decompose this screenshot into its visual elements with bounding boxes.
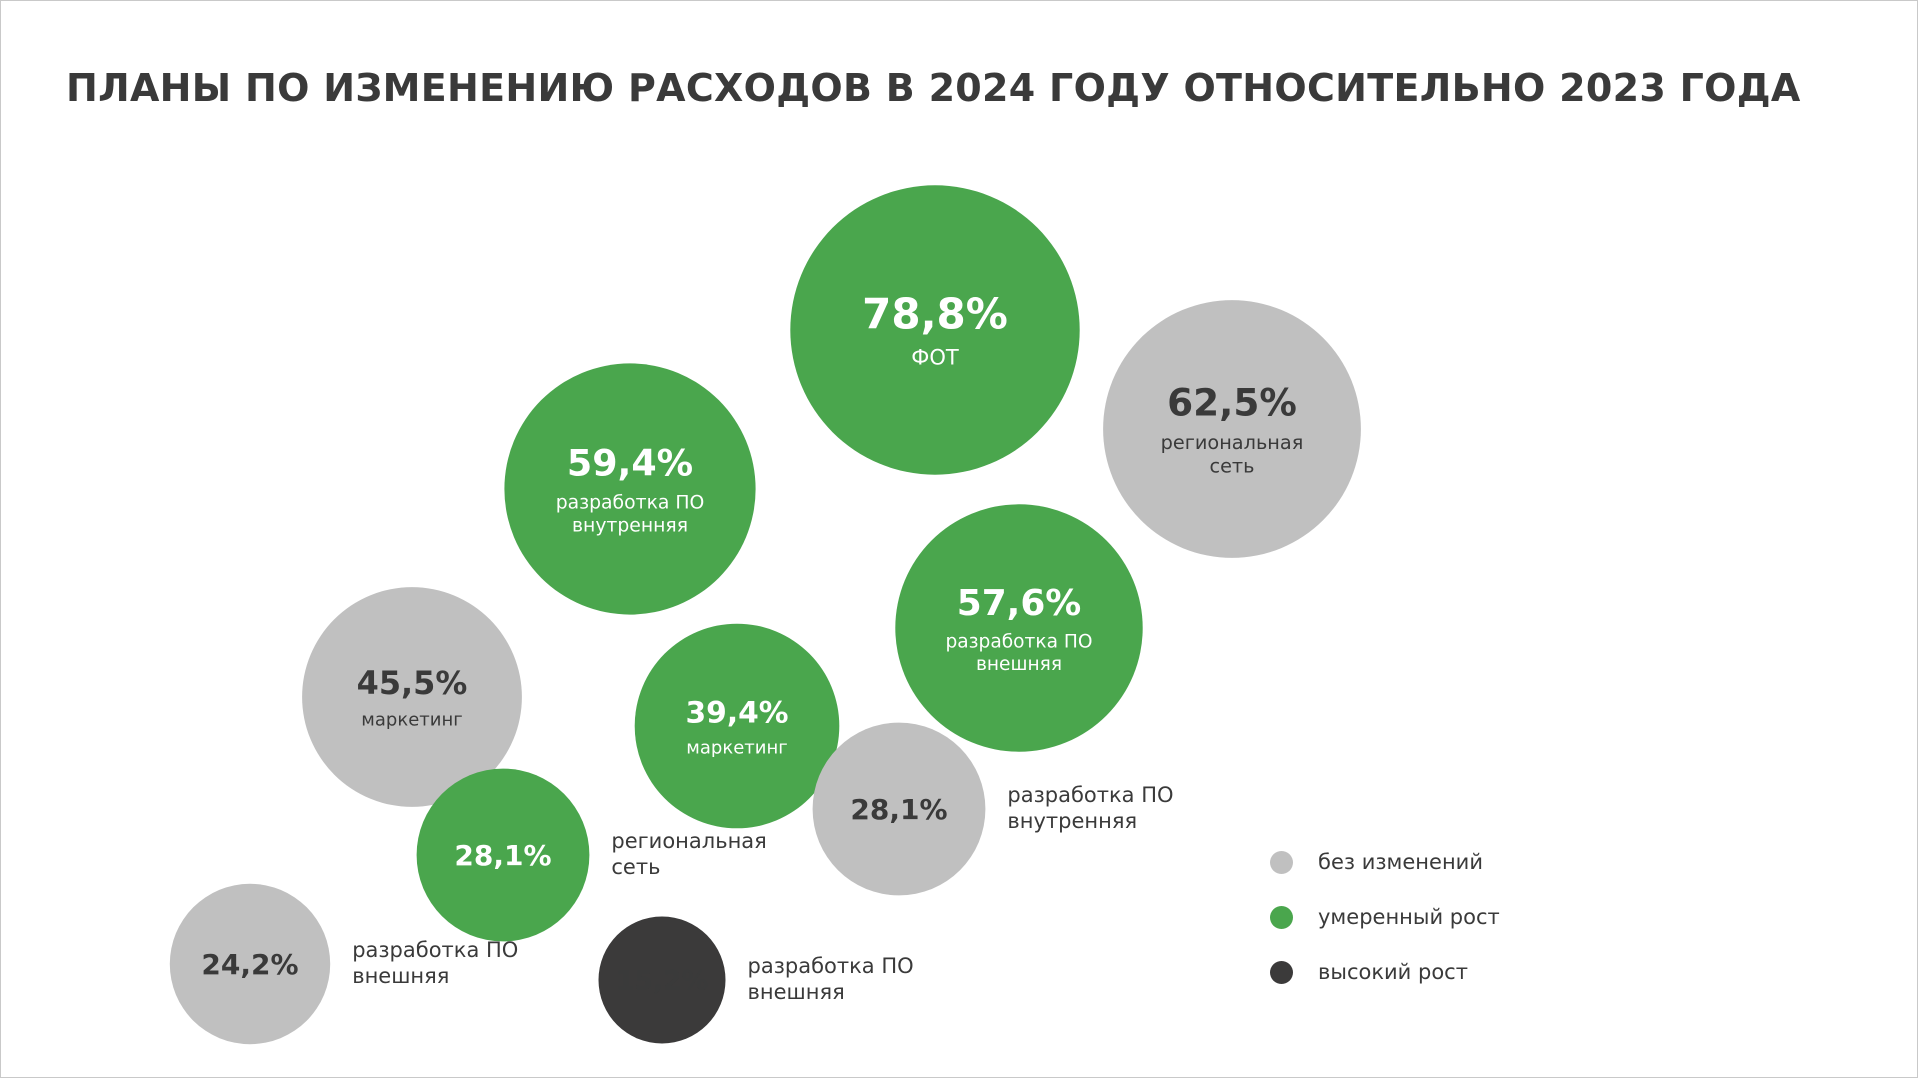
bubble [1103, 300, 1361, 558]
bubble-value-label: 78,8% [862, 290, 1008, 339]
bubble-category-label: разработка ПО [1007, 783, 1173, 807]
bubble-group: 78,8% ФОТ [790, 185, 1080, 475]
bubble [302, 587, 522, 807]
bubble-category-label: маркетинг [686, 737, 787, 758]
bubble [812, 722, 986, 896]
bubble-category-label: внешняя [976, 654, 1062, 675]
bubble-category-label: региональная [1161, 431, 1304, 454]
bubble-category-label: сеть [1209, 455, 1254, 478]
chart-title: ПЛАНЫ ПО ИЗМЕНЕНИЮ РАСХОДОВ В 2024 ГОДУ … [66, 66, 1801, 110]
legend-dot-icon [1270, 850, 1293, 874]
bubble [169, 883, 331, 1045]
bubble [634, 623, 840, 829]
bubble-value-label: 59,4% [567, 442, 693, 485]
bubble-category-label: ФОТ [911, 346, 959, 370]
legend-dot-icon [1270, 905, 1293, 929]
bubble-value-label: 39,4% [686, 696, 789, 731]
legend-item-high: высокий рост [1270, 956, 1500, 988]
bubble-value-label: 45,5% [357, 664, 468, 702]
bubble-category-label: разработка ПО [352, 938, 518, 962]
legend-dot-icon [1270, 960, 1293, 984]
bubble [598, 916, 726, 1044]
legend-label: высокий рост [1318, 960, 1468, 984]
bubble [790, 185, 1080, 475]
bubble-category-label: сеть [611, 855, 660, 879]
bubble-value-label: 62,5% [1167, 380, 1297, 424]
bubble-group: 45,5% маркетинг [302, 587, 522, 807]
bubble [504, 363, 756, 615]
bubble-value-label: 28,1% [850, 793, 947, 826]
bubble-category-label: разработка ПО [556, 493, 705, 514]
bubble-category-label: внутренняя [1007, 809, 1137, 833]
bubble-category-label: внутренняя [572, 516, 688, 537]
legend-label: умеренный рост [1318, 905, 1500, 929]
legend-label: без изменений [1318, 850, 1483, 874]
bubble [895, 504, 1143, 752]
legend: без изменений умеренный рост высокий рос… [1270, 846, 1500, 1011]
bubble-category-label: разработка ПО [748, 954, 914, 978]
bubble-value-label: 15,2% [616, 966, 709, 997]
bubble-category-label: маркетинг [361, 710, 462, 731]
bubble-value-label: 24,2% [201, 948, 298, 981]
bubble-category-label: разработка ПО [945, 631, 1092, 652]
bubble-category-label: внешняя [748, 980, 845, 1004]
bubble-category-label: внешняя [352, 964, 449, 988]
legend-item-no-change: без изменений [1270, 846, 1500, 878]
bubble-value-label: 57,6% [957, 583, 1082, 624]
bubble-category-label: региональная [611, 829, 766, 853]
legend-item-moderate: умеренный рост [1270, 901, 1500, 933]
bubble [416, 768, 590, 942]
bubble-value-label: 28,1% [454, 839, 551, 872]
bubble-group: 39,4% маркетинг [634, 623, 840, 829]
